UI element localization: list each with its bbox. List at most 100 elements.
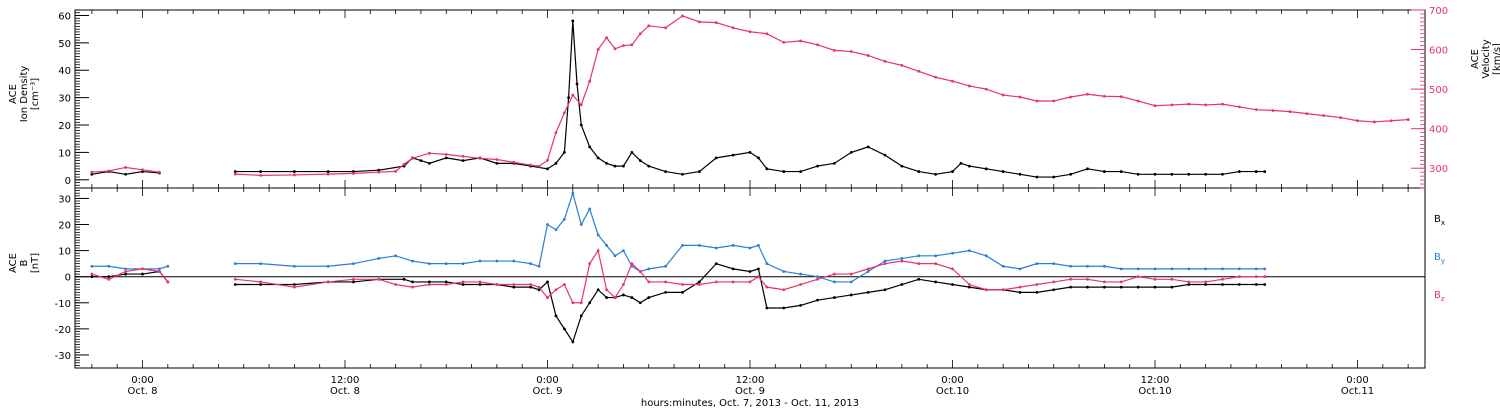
data-point <box>866 54 870 57</box>
data-point <box>233 283 237 286</box>
data-point <box>461 159 465 163</box>
data-point <box>1153 277 1157 281</box>
data-point <box>1018 285 1022 289</box>
data-point <box>757 156 760 160</box>
data-point <box>832 296 836 299</box>
data-point <box>377 170 381 174</box>
series-Bx <box>90 262 1267 344</box>
data-point <box>900 283 904 286</box>
data-point <box>394 283 398 286</box>
data-point <box>124 172 128 176</box>
data-point <box>1052 288 1056 292</box>
density-axis-title: ACE Ion Density [cm⁻³] <box>8 66 41 123</box>
bfield-axis-title-line: [nT] <box>30 253 41 273</box>
data-point <box>951 170 954 173</box>
data-point <box>1119 170 1123 173</box>
data-point <box>1136 275 1140 279</box>
data-point <box>951 79 954 83</box>
data-point <box>562 327 566 331</box>
data-point <box>900 259 904 263</box>
data-point <box>427 283 431 286</box>
data-point <box>596 48 600 51</box>
data-point <box>1119 95 1123 99</box>
data-point <box>638 270 642 273</box>
data-point <box>1263 267 1267 271</box>
data-point <box>951 267 954 271</box>
data-point <box>562 283 566 286</box>
bfield-axis-title-line: B <box>19 259 30 266</box>
data-point <box>1406 118 1410 121</box>
data-point <box>546 296 549 299</box>
data-point <box>883 259 887 263</box>
velocity-axis-tick-label: 700 <box>1429 6 1448 17</box>
data-point <box>866 290 870 294</box>
data-point <box>832 272 836 276</box>
x-tick-date-label: Oct.10 <box>936 386 969 397</box>
data-point <box>427 161 431 165</box>
data-point <box>495 158 499 161</box>
x-tick-date-label: Oct.11 <box>1341 386 1374 397</box>
bfield-axis-tick-label: 20 <box>58 221 71 232</box>
data-point <box>1102 264 1106 268</box>
data-point <box>832 48 836 52</box>
data-point <box>596 156 600 160</box>
data-point <box>579 314 583 318</box>
data-point <box>1263 170 1267 173</box>
data-point <box>444 152 448 156</box>
data-point <box>90 272 94 276</box>
data-point <box>1237 170 1241 173</box>
data-point <box>681 14 684 18</box>
data-point <box>571 93 575 97</box>
data-point <box>579 301 583 305</box>
data-point <box>461 154 465 158</box>
data-point <box>1263 283 1267 286</box>
data-point <box>1237 267 1241 271</box>
x-tick-time-label: 12:00 <box>736 375 765 386</box>
data-point <box>647 267 651 271</box>
data-point <box>554 228 558 232</box>
data-point <box>1153 267 1157 271</box>
data-point <box>757 243 760 247</box>
data-point <box>512 283 516 286</box>
data-point <box>427 280 431 284</box>
x-tick-date-label: Oct. 9 <box>735 386 765 397</box>
velocity-axis-title-line: ACE <box>1470 49 1481 69</box>
data-point <box>259 280 263 284</box>
data-point <box>579 223 583 226</box>
data-point <box>1069 277 1073 281</box>
series-Bz <box>90 249 1267 305</box>
data-point <box>1018 172 1022 176</box>
data-point <box>1001 93 1005 97</box>
data-point <box>1035 262 1039 266</box>
data-point <box>681 290 684 294</box>
legend-by: By <box>1434 252 1445 265</box>
velocity-axis-tick-label: 300 <box>1429 164 1448 175</box>
data-point <box>575 82 579 86</box>
data-point <box>1153 172 1157 176</box>
data-point <box>816 298 819 302</box>
data-point <box>883 153 887 157</box>
data-point <box>1035 175 1039 179</box>
density-axis-title-line: [cm⁻³] <box>30 78 41 110</box>
data-point <box>124 166 128 169</box>
data-point <box>883 60 887 63</box>
data-point <box>630 151 634 154</box>
velocity-axis-title-line: Velocity <box>1481 39 1492 78</box>
data-point <box>107 169 111 173</box>
data-point <box>622 283 625 286</box>
data-point <box>731 267 735 271</box>
data-point <box>748 270 752 273</box>
data-point <box>638 32 642 36</box>
data-point <box>529 262 533 266</box>
data-point <box>402 277 406 281</box>
data-point <box>292 173 296 177</box>
data-point <box>1170 285 1174 289</box>
velocity-axis-tick-label: 600 <box>1429 46 1448 57</box>
data-point <box>377 257 381 260</box>
data-point <box>1237 283 1241 286</box>
series-line-segment <box>91 265 168 270</box>
data-point <box>917 277 921 281</box>
data-point <box>849 293 853 297</box>
data-point <box>157 170 161 174</box>
data-point <box>1221 172 1224 176</box>
